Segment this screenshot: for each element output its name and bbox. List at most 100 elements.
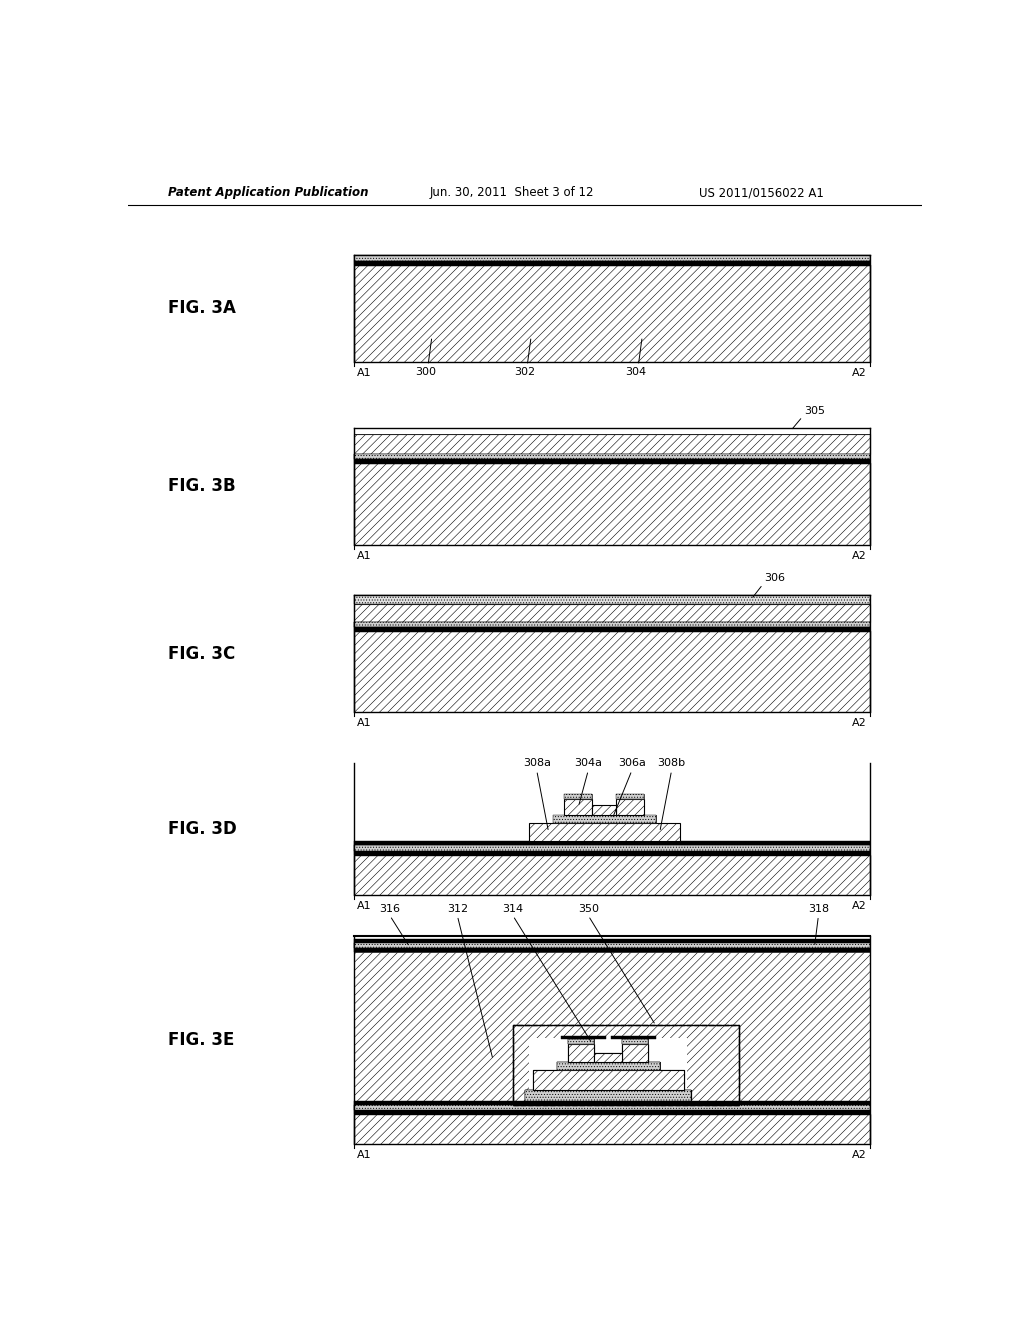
Bar [568,1039,594,1044]
Bar [354,942,870,948]
Text: A1: A1 [357,1151,372,1160]
Text: 318: 318 [808,904,829,913]
Bar [557,1063,659,1071]
Bar [354,1114,870,1144]
Bar [354,627,870,631]
Bar [564,793,592,799]
Bar [354,454,870,459]
Bar [354,255,870,261]
Bar [354,463,870,545]
Text: Patent Application Publication: Patent Application Publication [168,186,369,199]
Bar [532,1071,684,1090]
Text: 306: 306 [764,573,785,583]
Text: 314: 314 [503,904,523,913]
Bar [354,622,870,627]
Bar [616,793,644,799]
Text: FIG. 3A: FIG. 3A [168,300,236,317]
Bar [568,1039,594,1044]
Text: Jun. 30, 2011  Sheet 3 of 12: Jun. 30, 2011 Sheet 3 of 12 [430,186,594,199]
Bar [528,824,680,841]
Text: 312: 312 [446,904,468,913]
Bar [354,434,870,454]
Bar [592,805,616,814]
Text: A2: A2 [852,368,867,378]
Bar [553,814,655,824]
Bar [354,459,870,463]
Text: FIG. 3C: FIG. 3C [168,645,234,663]
Bar [524,1090,691,1101]
Bar [564,799,592,814]
Bar [568,1039,594,1044]
Bar [557,1063,659,1071]
Bar [623,1044,648,1063]
Text: A1: A1 [357,902,372,911]
Bar [354,1105,870,1110]
Text: FIG. 3E: FIG. 3E [168,1031,234,1049]
Bar [623,1039,648,1044]
Text: 350: 350 [578,904,599,913]
Text: A1: A1 [357,718,372,729]
Text: 304a: 304a [574,758,602,768]
Text: US 2011/0156022 A1: US 2011/0156022 A1 [699,186,824,199]
Bar [354,854,870,895]
Text: FIG. 3B: FIG. 3B [168,478,236,495]
Bar [354,595,870,603]
Bar [623,1039,648,1044]
Bar [354,603,870,622]
Bar [354,942,870,948]
Text: 316: 316 [379,904,400,913]
Bar [557,1063,659,1071]
Text: 308a: 308a [522,758,551,768]
Bar [354,428,870,434]
Bar [354,841,870,846]
Bar [354,846,870,850]
Bar [354,265,870,362]
Text: 306a: 306a [618,758,646,768]
Bar [532,1071,684,1090]
Bar [553,814,655,824]
Bar [354,846,870,850]
Text: 304: 304 [626,367,646,376]
Bar [354,1101,870,1105]
Bar [560,1036,606,1039]
Text: A2: A2 [852,550,867,561]
Bar [524,1090,691,1101]
Text: A1: A1 [357,550,372,561]
Bar [354,1105,870,1110]
Bar [354,952,870,1101]
Bar [557,1063,659,1071]
Text: A2: A2 [852,1151,867,1160]
Text: 300: 300 [415,367,436,376]
Bar [354,936,870,939]
Bar [568,1039,594,1044]
Bar [594,1053,623,1063]
Bar [354,948,870,952]
Bar [513,1026,739,1105]
Text: A2: A2 [852,718,867,729]
Bar [354,1110,870,1114]
Bar [513,1026,739,1105]
Bar [623,1044,648,1063]
Bar [354,261,870,265]
Text: 302: 302 [514,367,536,376]
Bar [528,1038,687,1100]
Text: 305: 305 [804,405,825,416]
Bar [594,1053,623,1063]
Bar [623,1039,648,1044]
Bar [354,939,870,942]
Bar [354,255,870,261]
Bar [616,793,644,799]
Bar [354,454,870,459]
Bar [354,850,870,854]
Text: A2: A2 [852,902,867,911]
Bar [568,1044,594,1063]
Bar [564,793,592,799]
Bar [610,1036,655,1039]
Bar [354,595,870,603]
Text: 308b: 308b [657,758,686,768]
Bar [616,799,644,814]
Bar [524,1090,691,1101]
Text: A1: A1 [357,368,372,378]
Bar [354,631,870,713]
Text: FIG. 3D: FIG. 3D [168,820,237,838]
